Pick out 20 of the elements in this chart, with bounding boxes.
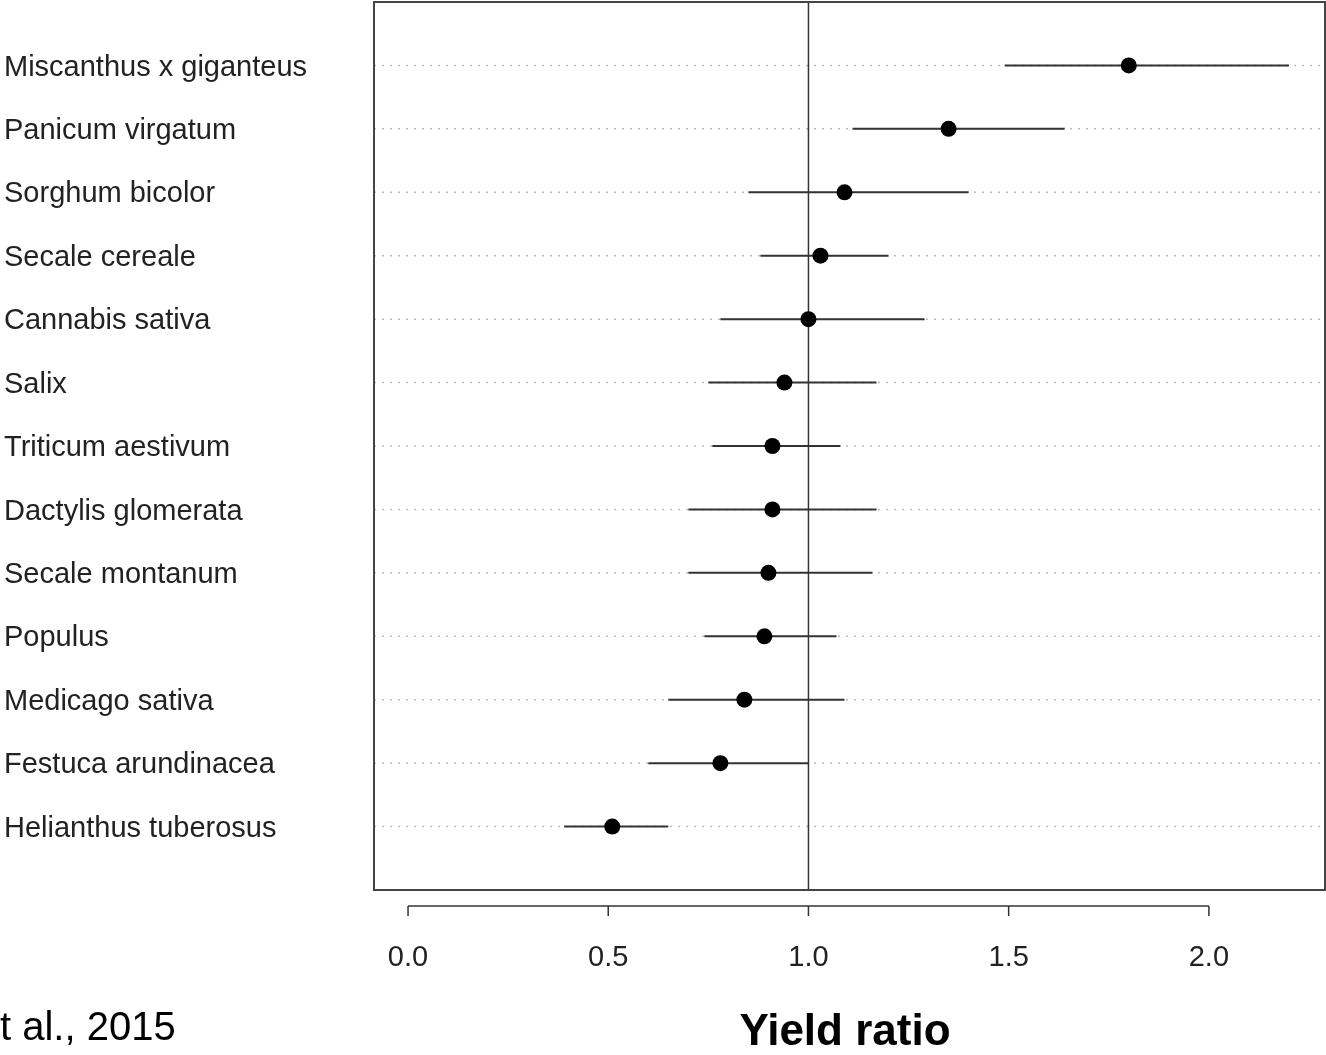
y-tick-label: Helianthus tuberosus <box>4 810 277 843</box>
y-tick-label: Secale montanum <box>4 557 238 590</box>
y-tick-label: Secale cereale <box>4 239 196 272</box>
x-tick-label: 1.5 <box>988 940 1029 972</box>
x-tick-label: 0.0 <box>387 940 429 972</box>
x-tick-label: 0.5 <box>588 940 629 972</box>
y-tick-label: Triticum aestivum <box>4 430 231 463</box>
y-tick-label: Cannabis sativa <box>4 303 212 336</box>
y-tick-label: Sorghum bicolor <box>4 176 216 209</box>
y-tick-label: Salix <box>4 366 68 399</box>
y-tick-label: Festuca arundinacea <box>4 747 276 780</box>
y-tick-label: Populus <box>4 620 109 653</box>
x-tick-label: 2.0 <box>1188 940 1230 972</box>
y-tick-label: Miscanthus x giganteus <box>4 49 308 82</box>
y-tick-label: Dactylis glomerata <box>4 493 244 526</box>
x-axis-title: Yield ratio <box>739 1005 951 1054</box>
y-tick-label: Medicago sativa <box>4 683 215 716</box>
text: t al., 2015 <box>0 1004 176 1048</box>
x-tick-label: 1.0 <box>788 940 829 972</box>
y-tick-label: Panicum virgatum <box>4 113 237 146</box>
